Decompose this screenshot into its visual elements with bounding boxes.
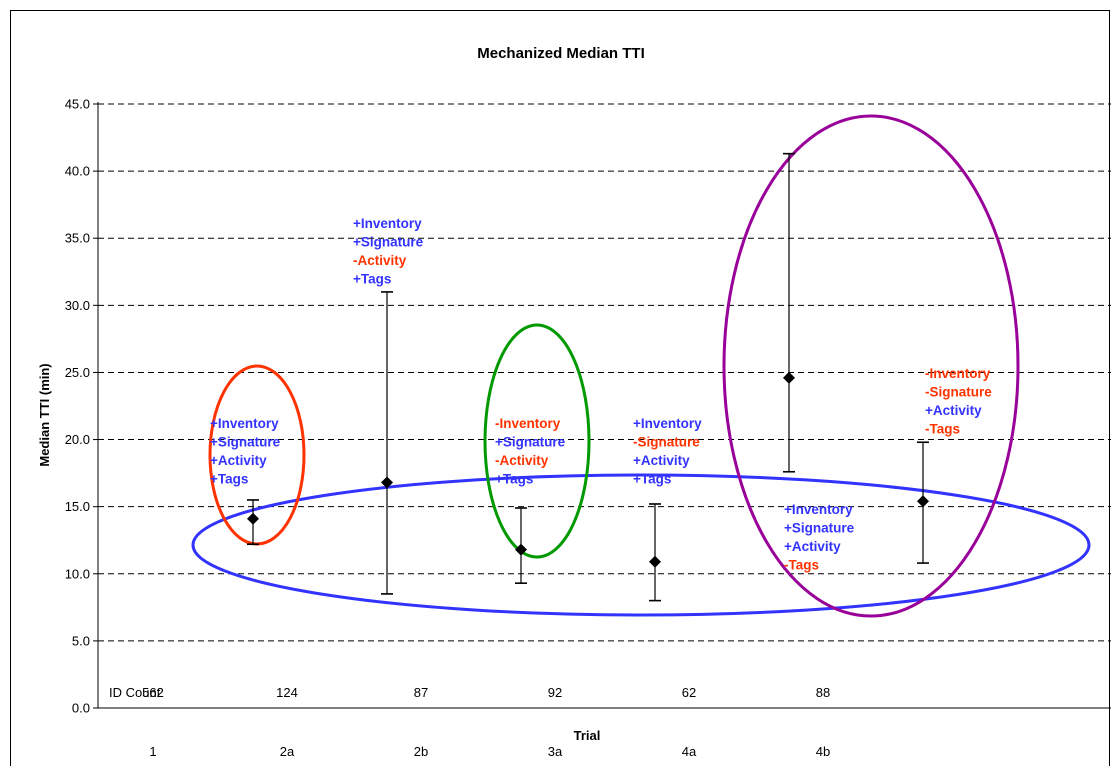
x-tick-label: 4b [816, 744, 830, 759]
annotation-label: +Inventory [784, 502, 853, 517]
y-tick-label: 5.0 [72, 633, 90, 648]
annotation-label: +Tags [353, 272, 391, 287]
x-tick-label: 4a [682, 744, 697, 759]
annotation-label: -Activity [495, 453, 549, 468]
id-count-value: 87 [414, 685, 428, 700]
median-point [381, 476, 393, 489]
median-point [649, 555, 661, 568]
id-count-value: 124 [276, 685, 298, 700]
y-tick-label: 10.0 [65, 566, 90, 581]
x-tick-label: 2b [414, 744, 428, 759]
annotation-label: -Signature [633, 435, 700, 450]
x-axis-label: Trial [574, 728, 601, 743]
annotation-label: +Signature [353, 235, 424, 250]
median-point [515, 543, 527, 556]
y-tick-label: 0.0 [72, 701, 90, 716]
id-count-value: 88 [816, 685, 830, 700]
y-axis-label: Median TTI (min) [37, 363, 52, 466]
annotation-label: -Activity [353, 253, 407, 268]
annotation-label: +Inventory [210, 416, 279, 431]
annotation-label: +Signature [495, 435, 566, 450]
annotation-label: +Activity [925, 403, 982, 418]
y-tick-label: 35.0 [65, 231, 90, 246]
y-tick-label: 30.0 [65, 298, 90, 313]
highlight-ellipse-trial-2b [483, 323, 591, 559]
y-tick-label: 20.0 [65, 432, 90, 447]
median-point [917, 495, 929, 508]
x-tick-label: 3a [548, 744, 563, 759]
highlight-ellipse-low-group [191, 473, 1091, 617]
id-count-value: 562 [142, 685, 164, 700]
y-tick-label: 40.0 [65, 164, 90, 179]
annotation-label: +Inventory [353, 216, 422, 231]
annotation-label: -Signature [925, 385, 992, 400]
chart-title: Mechanized Median TTI [477, 45, 645, 62]
annotation-label: -Tags [925, 422, 960, 437]
id-count-value: 62 [682, 685, 696, 700]
median-point [783, 371, 795, 384]
highlight-ellipse-trial-4a [722, 114, 1020, 618]
annotation-label: +Tags [633, 472, 671, 487]
annotation-label: +Activity [633, 453, 690, 468]
chart-svg: Mechanized Median TTI Median TTI (min) T… [37, 45, 1111, 759]
annotation-label: +Signature [784, 521, 855, 536]
x-tick-label: 2a [280, 744, 295, 759]
annotation-label: -Inventory [495, 416, 561, 431]
annotation-label: +Signature [210, 435, 281, 450]
annotation-label: -Tags [784, 558, 819, 573]
x-tick-label: 1 [149, 744, 156, 759]
id-count-label: ID Count [109, 685, 161, 700]
id-count-value: 92 [548, 685, 562, 700]
y-tick-label: 15.0 [65, 499, 90, 514]
annotation-label: +Activity [784, 539, 841, 554]
y-tick-label: 25.0 [65, 365, 90, 380]
plot-area: 0.05.010.015.020.025.030.035.040.045.01 2… [65, 97, 1111, 759]
y-tick-label: 45.0 [65, 97, 90, 112]
annotation-label: -Inventory [925, 366, 991, 381]
annotation-label: +Tags [210, 472, 248, 487]
annotation-label: +Activity [210, 453, 267, 468]
annotation-label: +Inventory [633, 416, 702, 431]
chart-frame: Mechanized Median TTI Median TTI (min) T… [10, 10, 1111, 766]
annotation-label: +Tags [495, 472, 533, 487]
median-point [247, 512, 259, 525]
